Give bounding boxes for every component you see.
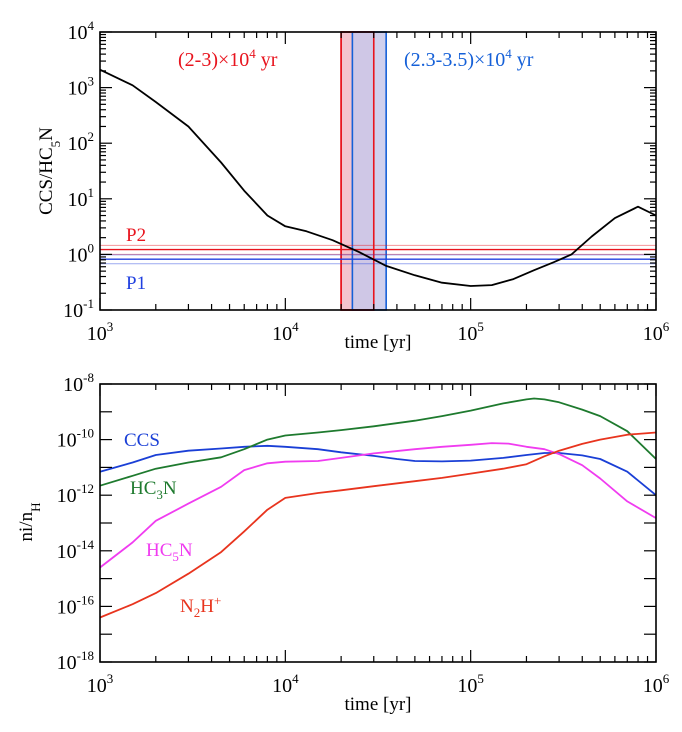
series-label-n2h: N2H+: [180, 593, 221, 620]
y-tick-label: 10-16: [57, 592, 95, 618]
y-tick-label: 101: [68, 185, 95, 211]
tick-marks-top: [99, 31, 657, 311]
y-tick-label: 10-12: [57, 481, 94, 507]
plot-frame-top: [99, 31, 657, 311]
series-label-hc5n: HC5N: [146, 540, 193, 564]
blue-band-label: (2.3-3.5)×104 yr: [404, 46, 534, 71]
y-tick-label: 103: [68, 74, 95, 100]
x-tick-label: 106: [643, 671, 670, 697]
x-axis-label-bottom: time [yr]: [344, 694, 411, 715]
series-line-ratio: [99, 68, 657, 287]
x-tick-label: 104: [272, 671, 299, 697]
y-axis-label-top: CCS/HC5N: [36, 127, 63, 215]
y-tick-label: 100: [68, 240, 95, 266]
series-line-ccs: [99, 444, 657, 496]
observed-ratio-lines: [100, 244, 656, 265]
x-tick-label: 105: [457, 671, 484, 697]
x-tick-label: 106: [643, 319, 670, 345]
series-line-hc5n: [99, 442, 657, 569]
y-tick-labels-bottom: 10-18 10-16 10-14 10-12 10-10 10-8: [57, 370, 95, 674]
x-tick-label: 105: [457, 319, 484, 345]
y-tick-label: 10-14: [57, 537, 95, 563]
series-label-ccs: CCS: [124, 430, 160, 451]
red-band-label: (2-3)×104 yr: [178, 46, 278, 71]
ratio-panel: 103 104 105 106 10-1 100 101 102 103 104 time [y…: [36, 18, 670, 353]
p1-label: P1: [126, 273, 146, 294]
abundance-panel: 103 104 105 106 10-1810-1610-1410-1210-1010…: [16, 370, 670, 715]
y-axis-label-bottom: ni/nH: [16, 503, 43, 542]
y-tick-label: 102: [68, 129, 95, 155]
x-tick-labels-top: 103 104 105 106: [87, 319, 670, 345]
ratio-series: [99, 68, 657, 287]
tick-marks-bottom: [99, 383, 657, 663]
p2-label: P2: [126, 225, 146, 246]
y-tick-label: 10-8: [63, 370, 94, 396]
series-label-hc3n: HC3N: [130, 478, 177, 502]
series-line-n2h: [99, 431, 657, 619]
y-tick-label: 104: [68, 18, 95, 44]
x-tick-label: 104: [272, 319, 299, 345]
x-tick-label: 103: [87, 671, 114, 697]
y-tick-label: 10-18: [57, 648, 94, 674]
abundance-series: [99, 397, 657, 619]
y-tick-label: 10-10: [57, 426, 94, 452]
age-bands: [340, 31, 387, 311]
x-axis-label-top: time [yr]: [344, 332, 411, 353]
blue-age-band: [351, 31, 387, 311]
y-tick-labels-top: 10-1 100 101 102 103 104: [63, 18, 94, 322]
series-line-hc3n: [99, 397, 657, 487]
x-tick-label: 103: [87, 319, 114, 345]
x-tick-labels-bottom: 103 104 105 106: [87, 671, 670, 697]
y-tick-label: 10-1: [63, 296, 94, 322]
